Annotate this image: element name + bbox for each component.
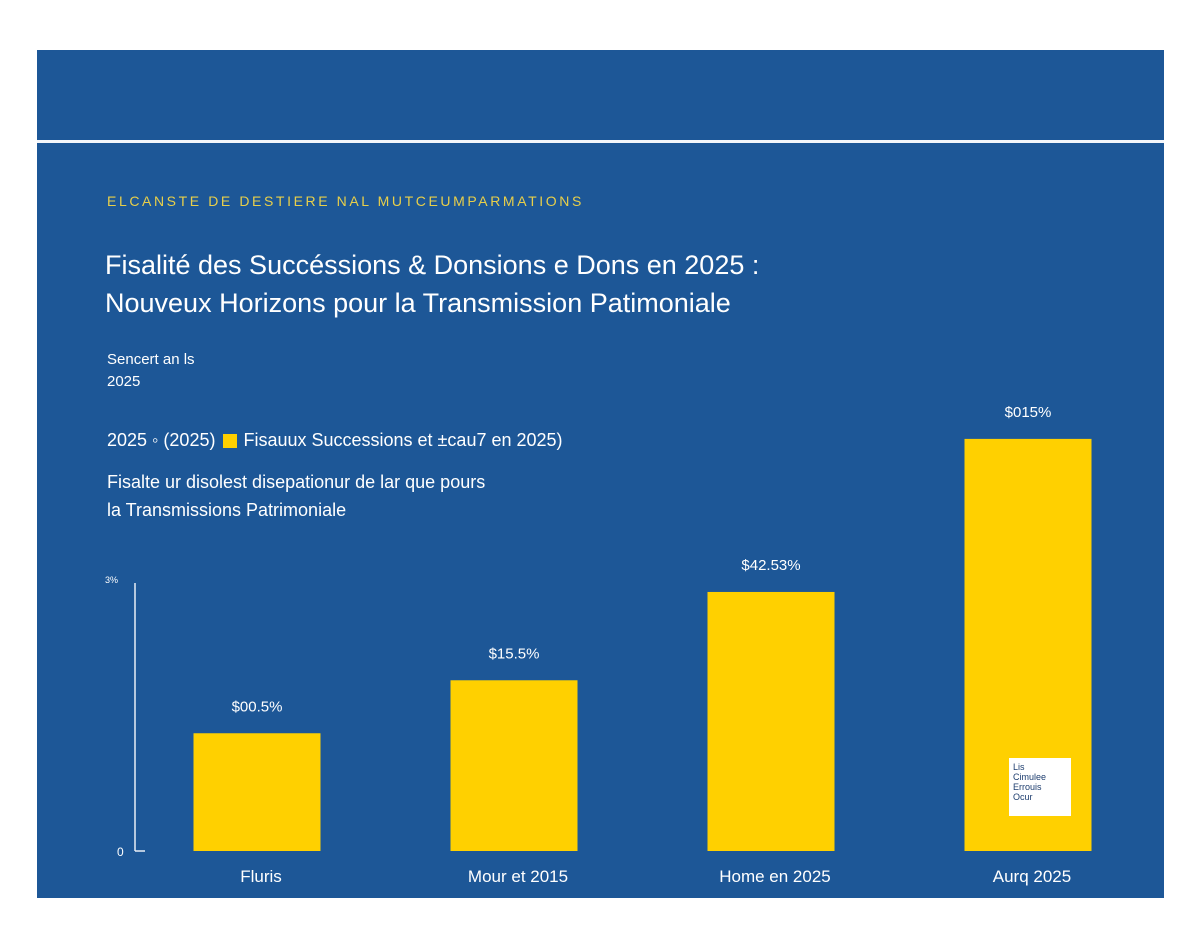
bar-data-label: $015% (1005, 404, 1052, 421)
meta-line-1: Sencert an ls (107, 351, 195, 368)
note-line-2: Cimulee (1013, 772, 1047, 782)
x-tick-label: Mour et 2015 (468, 867, 568, 886)
bar-data-label: $15.5% (489, 645, 540, 662)
x-tick-label: Fluris (240, 867, 282, 886)
legend-prefix: 2025 ◦ (2025) (107, 430, 216, 450)
bar (707, 591, 835, 851)
legend-swatch (223, 433, 238, 448)
chart-title-line-2: Nouveux Horizons pour la Transmission Pa… (105, 288, 731, 318)
chart-title-line-1: Fisalité des Succéssions & Donsions e Do… (105, 250, 760, 280)
description-line-2: la Transmissions Patrimoniale (107, 500, 347, 520)
note-line-1: Lis (1013, 762, 1025, 772)
chart-card: ELCANSTE DE DESTIERE NAL MUTCEUMPARMATIO… (37, 50, 1164, 898)
description-line-1: Fisalte ur disolest disepationur de lar … (107, 472, 486, 492)
meta-line-2: 2025 (107, 373, 141, 390)
note-line-3: Errouis (1013, 782, 1042, 792)
y-tick-label: 0 (117, 845, 124, 859)
legend-label: Fisauux Successions et ±cau7 en 2025) (243, 430, 563, 450)
bar-data-label: $42.53% (741, 557, 800, 574)
chart-meta: Sencert an ls 2025 (107, 349, 195, 393)
chart-title: Fisalité des Succéssions & Donsions e Do… (105, 246, 759, 322)
bar (450, 680, 578, 851)
header-divider (37, 140, 1164, 143)
bar-data-label: $00.5% (232, 698, 283, 715)
chart-description: Fisalte ur disolest disepationur de lar … (107, 468, 485, 524)
x-tick-label: Aurq 2025 (993, 867, 1071, 886)
chart-kicker: ELCANSTE DE DESTIERE NAL MUTCEUMPARMATIO… (107, 193, 584, 209)
x-tick-label: Home en 2025 (719, 867, 831, 886)
header-band (37, 50, 1164, 140)
y-tick-label: 3% (105, 575, 118, 585)
bar-chart: 0 3% $00.5% Fluris $15.5% Mour et 2015 $42.53%… (105, 404, 1092, 886)
bar (193, 733, 321, 851)
bar-note-box: Lis Cimulee Errouis Ocur (1009, 758, 1071, 816)
chart-legend: 2025 ◦ (2025) Fisauux Successions et ±ca… (107, 430, 563, 451)
note-line-4: Ocur (1013, 792, 1033, 802)
